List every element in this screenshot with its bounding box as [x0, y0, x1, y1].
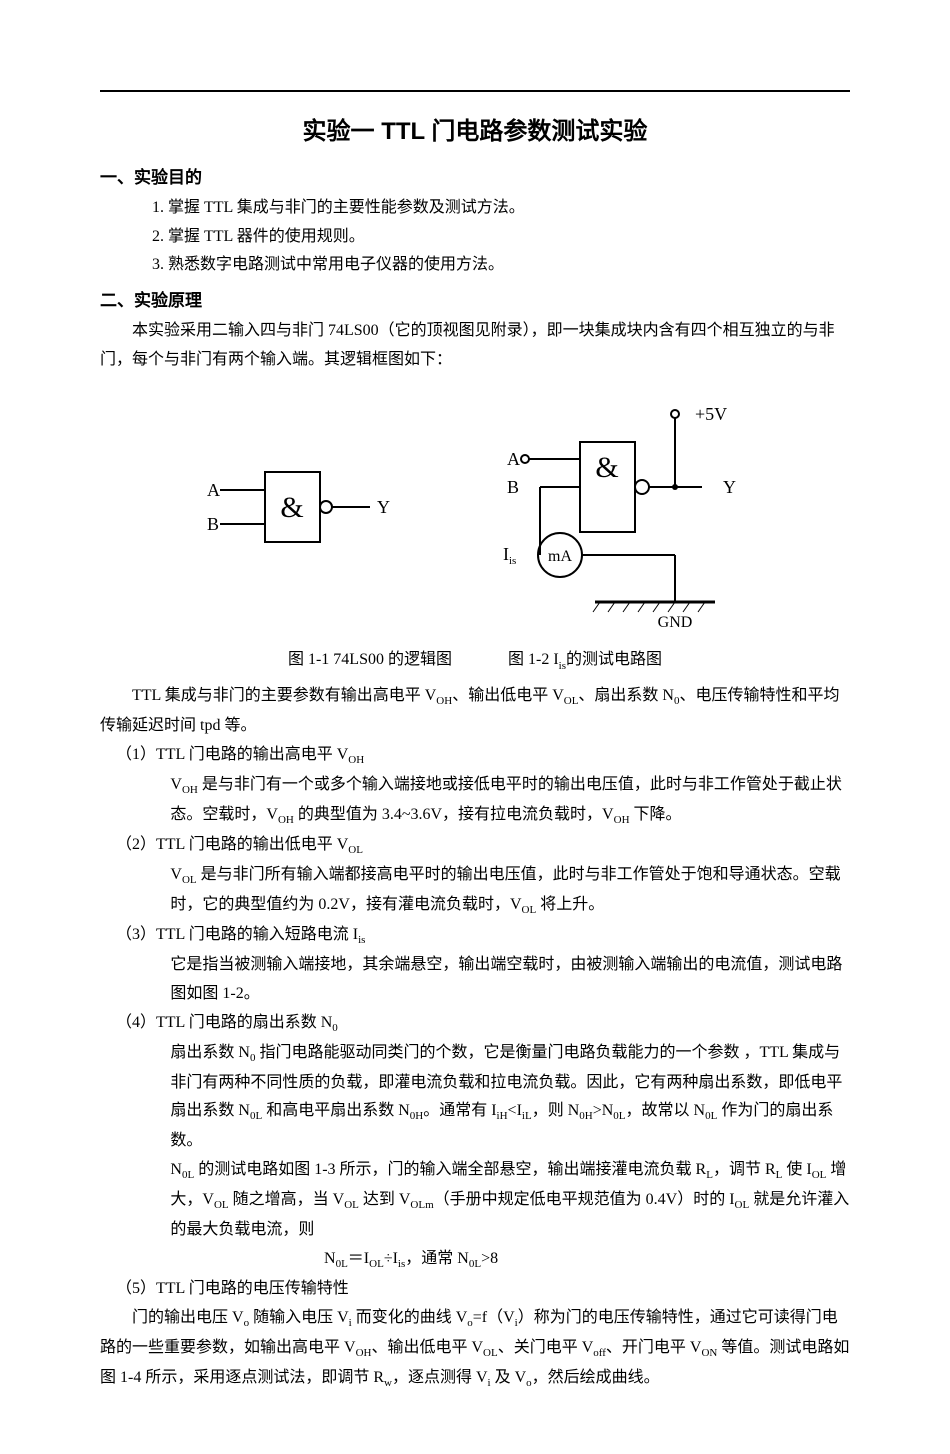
objective-2: 2. 掌握 TTL 器件的使用规则。: [152, 223, 850, 252]
page: 实验一 TTL 门电路参数测试实验 一、实验目的 1. 掌握 TTL 集成与非门…: [0, 0, 950, 1454]
amp-right: &: [595, 451, 618, 484]
label-5v: +5V: [695, 404, 727, 424]
label-Y-right: Y: [723, 477, 736, 497]
item3-head: （3）TTL 门电路的输入短路电流 Iis: [100, 921, 850, 951]
label-Y-left: Y: [377, 497, 390, 517]
section-2-p1: 本实验采用二输入四与非门 74LS00（它的顶视图见附录），即一块集成块内含有四…: [100, 317, 850, 375]
top-rule: [100, 90, 850, 92]
objective-1: 1. 掌握 TTL 集成与非门的主要性能参数及测试方法。: [152, 194, 850, 223]
amp-left: &: [280, 491, 303, 524]
label-A-right: A: [507, 449, 520, 469]
caption-right-b: 的测试电路图: [566, 646, 662, 675]
item3-body: 它是指当被测输入端接地，其余端悬空，输出端空载时，由被测输入端输出的电流值，测试…: [100, 951, 850, 1009]
objective-3: 3. 熟悉数字电路测试中常用电子仪器的使用方法。: [152, 251, 850, 280]
section-2-heading: 二、实验原理: [100, 286, 850, 317]
item5-body: 门的输出电压 Vo 随输入电压 Vi 而变化的曲线 Vo=f（Vi）称为门的电压…: [100, 1304, 850, 1394]
diagram-right: & A B Iis mA: [465, 387, 765, 637]
item4-formula: N0L＝IOL÷Iis，通常 N0L>8: [100, 1245, 850, 1275]
item4-head: （4）TTL 门电路的扇出系数 N0: [100, 1009, 850, 1039]
objectives-list: 1. 掌握 TTL 集成与非门的主要性能参数及测试方法。 2. 掌握 TTL 器…: [152, 194, 850, 280]
label-Iis: Iis: [503, 544, 516, 567]
item2-head: （2）TTL 门电路的输出低电平 VOL: [100, 831, 850, 861]
diagram-row: & A B Y & A B Iis: [100, 382, 850, 642]
item2-body: VOL 是与非门所有输入端都接高电平时的输出电压值，此时与非工作管处于饱和导通状…: [100, 861, 850, 921]
diagram-left: & A B Y: [185, 442, 395, 582]
item1-head: （1）TTL 门电路的输出高电平 VOH: [100, 741, 850, 771]
item4-body2: N0L 的测试电路如图 1-3 所示，门的输入端全部悬空，输出端接灌电流负载 R…: [100, 1156, 850, 1245]
label-B-left: B: [207, 514, 219, 534]
item5-head: （5）TTL 门电路的电压传输特性: [100, 1275, 850, 1304]
label-mA: mA: [548, 548, 572, 565]
item1-body: VOH 是与非门有一个或多个输入端接地或接低电平时的输出电压值，此时与非工作管处…: [100, 771, 850, 831]
diagram-captions: 图 1-1 74LS00 的逻辑图 图 1-2 Iis的测试电路图: [100, 646, 850, 676]
caption-right-a: 图 1-2 I: [508, 646, 559, 675]
label-A-left: A: [207, 480, 220, 500]
para-after-diagram: TTL 集成与非门的主要参数有输出高电平 VOH、输出低电平 VOL、扇出系数 …: [100, 682, 850, 741]
page-title: 实验一 TTL 门电路参数测试实验: [100, 110, 850, 153]
item4-body1: 扇出系数 N0 指门电路能驱动同类门的个数，它是衡量门电路负载能力的一个参数 ，…: [100, 1039, 850, 1157]
label-B-right: B: [507, 477, 519, 497]
caption-right: 图 1-2 Iis的测试电路图: [508, 646, 662, 676]
label-Iis-sub: is: [509, 555, 516, 567]
section-2-body: 本实验采用二输入四与非门 74LS00（它的顶视图见附录），即一块集成块内含有四…: [100, 317, 850, 375]
label-gnd: GND: [658, 614, 693, 631]
caption-right-sub: is: [559, 657, 566, 677]
caption-left: 图 1-1 74LS00 的逻辑图: [288, 646, 452, 675]
section-1-heading: 一、实验目的: [100, 163, 850, 194]
